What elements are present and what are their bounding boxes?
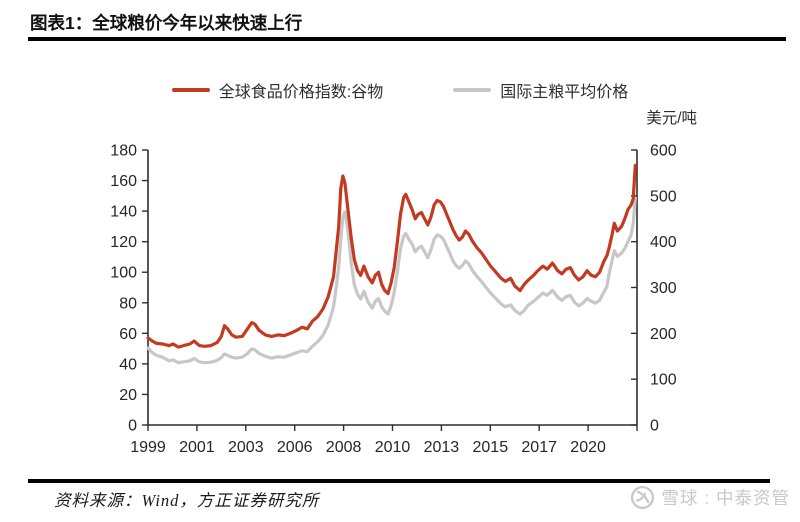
top-divider [28,37,786,41]
x-axis-tick-label: 2020 [570,439,606,456]
left-axis-tick-label: 80 [119,295,137,312]
bottom-divider [28,479,770,483]
x-axis-tick-label: 2006 [277,439,313,456]
left-axis-tick-label: 180 [110,143,137,160]
gray-line-swatch-icon [453,88,492,92]
cereal-index-line [146,163,637,349]
grain-price-line-chart: 0 20 40 60 80 100 120 140 160 180 0 100 200 300 400 500… [110,143,677,457]
left-axis-tick-label: 120 [110,234,137,251]
left-axis-tick-label: 100 [110,265,137,282]
left-axis-tick-label: 160 [110,173,137,190]
right-axis-tick-label: 0 [650,418,659,435]
legend-item-grain-price: 国际主粮平均价格 [453,78,628,102]
grain-average-price-line [146,196,637,365]
x-axis-tick-label: 2013 [424,439,460,456]
left-axis-tick-label: 140 [110,204,137,221]
x-axis-tick-label: 2017 [521,439,557,456]
x-axis-tick-label: 2008 [326,439,362,456]
figure-title: 图表1：全球粮价今年以来快速上行 [30,13,303,33]
source-note: 资料来源：Wind，方正证券研究所 [54,491,320,510]
x-axis-tick-label: 2015 [473,439,509,456]
legend-label-cereal-index: 全球食品价格指数:谷物 [218,84,384,101]
right-axis-tick-label: 600 [650,143,677,160]
left-axis-tick-label: 0 [128,418,137,435]
watermark: 雪球 : 中泰资管 [630,485,790,510]
right-axis-tick-label: 100 [650,372,677,389]
xueqiu-snowball-icon [631,485,655,510]
x-axis-tick-label: 2003 [228,439,264,456]
right-axis-tick-label: 500 [650,188,677,205]
legend: 全球食品价格指数:谷物 国际主粮平均价格 [0,78,800,102]
right-axis-tick-label: 200 [650,326,677,343]
legend-label-grain-price: 国际主粮平均价格 [500,84,629,101]
right-axis-unit-label: 美元/吨 [646,110,697,127]
left-axis-tick-label: 40 [119,356,137,373]
x-axis-tick-label: 1999 [130,439,166,456]
x-axis-tick-label: 2001 [179,439,215,456]
legend-item-cereal-index: 全球食品价格指数:谷物 [171,78,384,102]
red-line-swatch-icon [171,88,210,92]
watermark-text: 雪球 : 中泰资管 [661,488,790,508]
left-axis-tick-label: 60 [119,326,137,343]
x-axis-tick-label: 2010 [375,439,411,456]
right-axis-tick-label: 400 [650,234,677,251]
left-axis-tick-label: 20 [119,387,137,404]
right-axis-tick-label: 300 [650,280,677,297]
